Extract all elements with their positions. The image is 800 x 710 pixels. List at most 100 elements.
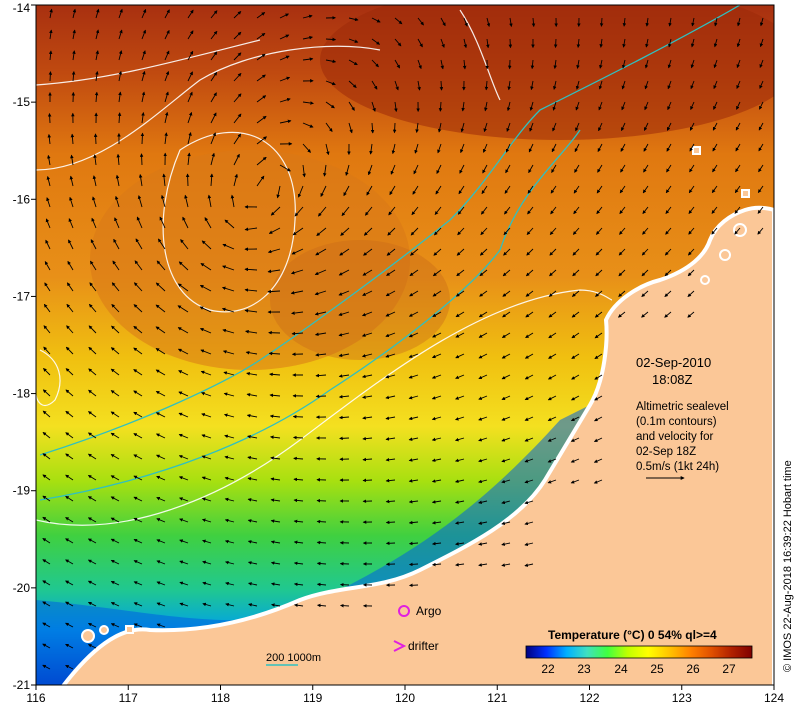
velocity-vector [155,412,166,418]
velocity-vector [202,581,212,586]
velocity-vector [187,30,194,40]
velocity-vector [596,185,603,194]
velocity-vector [164,29,170,40]
velocity-vector [593,437,603,442]
velocity-vector [437,143,442,154]
velocity-vector [386,248,396,256]
velocity-vector [270,206,281,216]
velocity-vector [502,290,511,297]
velocity-vector [233,52,242,61]
velocity-vector [302,122,314,128]
velocity-vector [527,206,534,215]
velocity-vector [164,111,169,124]
velocity-vector [269,414,281,419]
velocity-vector [92,196,97,208]
velocity-vector [417,59,422,70]
velocity-vector [348,101,355,111]
velocity-vector [433,248,442,256]
velocity-vector [387,227,396,236]
velocity-vector [385,311,396,317]
velocity-vector [246,392,258,397]
y-tick-label: -21 [13,678,31,692]
velocity-vector [256,95,267,103]
velocity-vector [711,227,718,235]
velocity-vector [270,477,281,481]
velocity-vector [225,581,235,586]
velocity-vector [87,559,97,565]
x-tick-label: 116 [26,691,45,705]
velocity-vector [757,206,764,214]
velocity-vector [133,581,143,586]
velocity-vector [244,227,258,232]
velocity-vector [410,248,419,256]
velocity-vector [371,59,379,68]
velocity-vector [93,133,98,145]
velocity-vector [133,454,143,460]
velocity-vector [617,311,626,318]
velocity-vector [524,437,534,442]
velocity-vector [42,622,51,628]
velocity-vector [345,164,350,176]
velocity-vector [111,282,120,292]
velocity-vector [178,433,189,439]
velocity-vector [687,248,695,256]
velocity-vector [478,521,488,525]
velocity-vector [390,164,396,175]
velocity-vector [734,227,741,235]
velocity-vector [247,540,258,544]
velocity-vector [348,80,357,88]
velocity-vector [392,122,397,134]
velocity-vector [526,227,534,236]
velocity-vector [575,122,580,132]
velocity-vector [42,516,51,523]
velocity-vector [294,603,304,608]
velocity-vector [478,542,488,546]
velocity-vector [223,371,235,376]
velocity-vector [223,413,235,418]
velocity-vector [524,395,534,401]
velocity-vector [714,17,718,27]
velocity-vector [645,38,649,48]
velocity-vector [408,562,419,567]
velocity-vector [620,164,626,173]
velocity-vector [526,248,534,256]
velocity-vector [481,185,488,195]
velocity-vector [348,59,358,66]
velocity-vector [575,101,580,111]
velocity-vector [712,122,718,131]
velocity-vector [621,122,626,132]
velocity-vector [110,454,120,460]
velocity-vector [279,76,291,82]
velocity-vector [506,101,511,112]
velocity-vector [432,562,442,567]
velocity-vector [483,122,488,133]
velocity-vector [233,133,241,145]
velocity-vector [110,347,120,355]
velocity-vector [45,218,51,229]
velocity-vector [323,164,327,177]
velocity-vector [247,434,258,439]
velocity-vector [572,269,580,277]
argo-label: Argo [416,604,442,618]
velocity-vector [411,206,419,216]
velocity-vector [757,185,764,194]
velocity-vector [479,248,488,256]
velocity-vector [553,38,558,49]
velocity-vector [270,456,281,460]
velocity-vector [164,132,168,145]
velocity-vector [268,351,281,356]
velocity-vector [735,164,741,173]
velocity-vector [202,560,212,565]
velocity-vector [548,332,557,339]
velocity-vector [179,539,189,544]
velocity-vector [225,602,235,607]
velocity-vector [339,603,350,608]
velocity-vector [598,101,603,111]
velocity-vector [202,539,212,544]
velocity-vector [432,290,442,297]
velocity-vector [338,374,350,378]
velocity-vector [571,353,580,359]
velocity-vector [290,290,304,295]
velocity-vector [431,353,442,359]
velocity-vector [210,10,218,19]
